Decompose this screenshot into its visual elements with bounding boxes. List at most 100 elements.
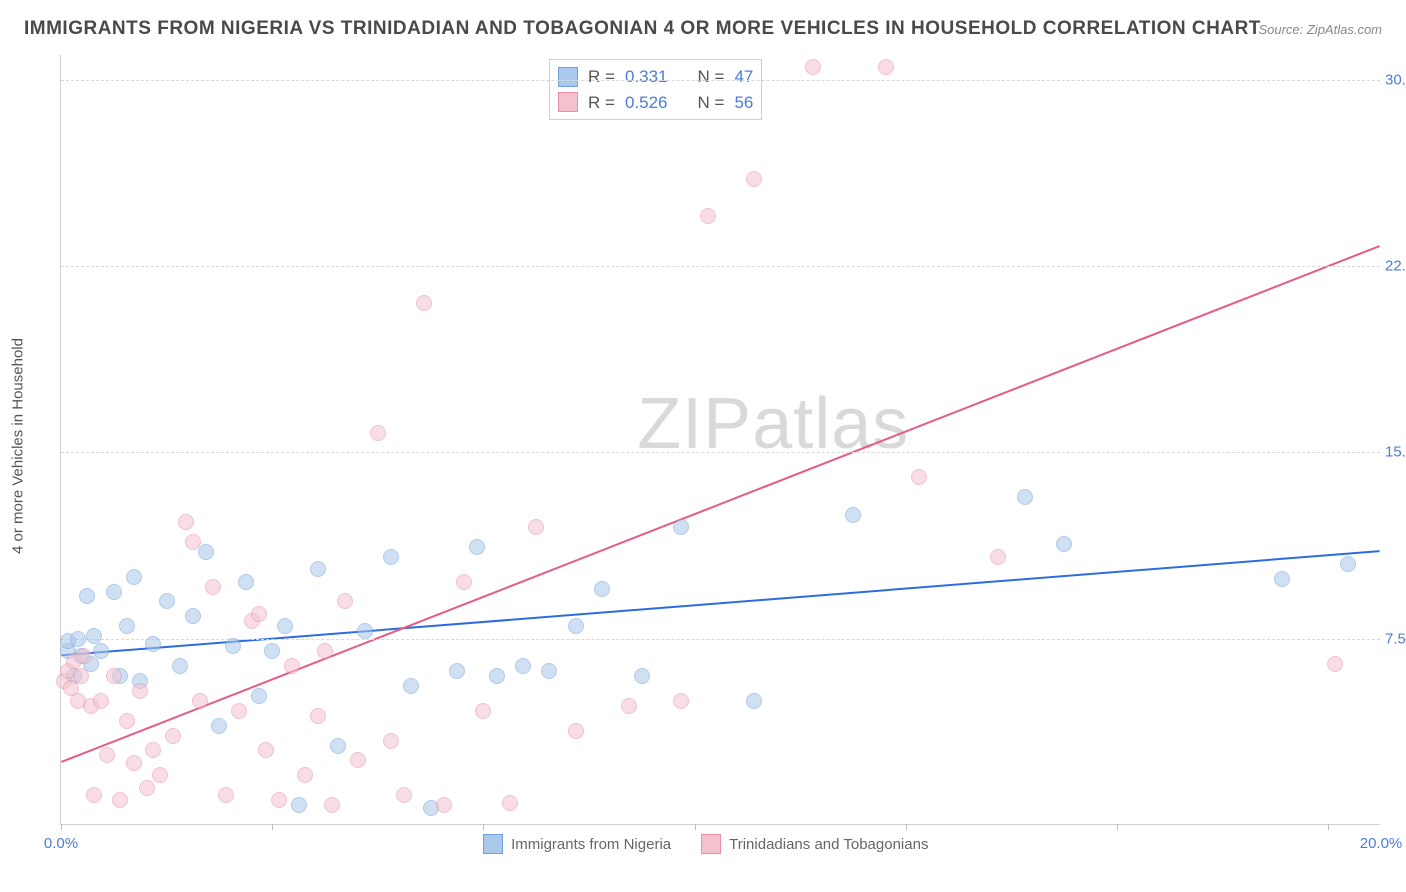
data-point [403,678,419,694]
x-tick-mark [1117,824,1118,830]
data-point [1340,556,1356,572]
data-point [93,643,109,659]
swatch-series-1 [558,67,578,87]
n-value-1: 47 [734,64,753,90]
data-point [310,561,326,577]
r-value-2: 0.526 [625,90,668,116]
data-point [911,469,927,485]
data-point [568,618,584,634]
data-point [310,708,326,724]
data-point [76,648,92,664]
data-point [357,623,373,639]
legend-item-2: Trinidadians and Tobagonians [701,834,928,854]
data-point [456,574,472,590]
data-point [383,549,399,565]
data-point [337,593,353,609]
data-point [469,539,485,555]
data-point [145,636,161,652]
data-point [1017,489,1033,505]
data-point [79,588,95,604]
gridline [61,452,1380,453]
data-point [152,767,168,783]
data-point [541,663,557,679]
data-point [126,569,142,585]
data-point [225,638,241,654]
data-point [211,718,227,734]
x-tick-mark [1328,824,1329,830]
y-tick-label: 30.0% [1385,71,1406,88]
data-point [317,643,333,659]
data-point [330,738,346,754]
x-tick-label: 0.0% [44,835,78,852]
legend-item-1: Immigrants from Nigeria [483,834,671,854]
data-point [990,549,1006,565]
data-point [106,584,122,600]
data-point [205,579,221,595]
gridline [61,80,1380,81]
y-tick-label: 15.0% [1385,444,1406,461]
data-point [70,631,86,647]
chart-title: IMMIGRANTS FROM NIGERIA VS TRINIDADIAN A… [24,18,1261,40]
data-point [159,593,175,609]
data-point [489,668,505,684]
data-point [231,703,247,719]
data-point [594,581,610,597]
data-point [277,618,293,634]
swatch-bottom-2 [701,834,721,854]
source-attribution: Source: ZipAtlas.com [1258,22,1382,37]
data-point [119,618,135,634]
data-point [178,514,194,530]
legend-stats-box: R = 0.331 N = 47 R = 0.526 N = 56 [549,59,762,120]
data-point [119,713,135,729]
data-point [416,295,432,311]
swatch-bottom-1 [483,834,503,854]
data-point [73,668,89,684]
data-point [126,755,142,771]
data-point [238,574,254,590]
bottom-legend: Immigrants from Nigeria Trinidadians and… [483,834,928,854]
legend-stats-row-2: R = 0.526 N = 56 [558,90,753,116]
data-point [192,693,208,709]
data-point [746,693,762,709]
r-value-1: 0.331 [625,64,668,90]
data-point [634,668,650,684]
data-point [198,544,214,560]
data-point [528,519,544,535]
data-point [185,534,201,550]
data-point [845,507,861,523]
data-point [258,742,274,758]
data-point [502,795,518,811]
y-tick-label: 7.5% [1385,630,1406,647]
data-point [805,59,821,75]
data-point [99,747,115,763]
legend-label-2: Trinidadians and Tobagonians [729,836,928,853]
data-point [449,663,465,679]
data-point [251,606,267,622]
data-point [700,208,716,224]
gridline [61,266,1380,267]
data-point [1056,536,1072,552]
y-tick-label: 22.5% [1385,258,1406,275]
swatch-series-2 [558,92,578,112]
data-point [165,728,181,744]
data-point [383,733,399,749]
legend-stats-row-1: R = 0.331 N = 47 [558,64,753,90]
data-point [370,425,386,441]
data-point [86,787,102,803]
data-point [112,792,128,808]
data-point [185,608,201,624]
legend-label-1: Immigrants from Nigeria [511,836,671,853]
data-point [1327,656,1343,672]
data-point [436,797,452,813]
data-point [264,643,280,659]
trend-lines [61,55,1380,824]
gridline [61,639,1380,640]
data-point [673,693,689,709]
data-point [746,171,762,187]
x-tick-mark [61,824,62,830]
data-point [251,688,267,704]
data-point [139,780,155,796]
x-tick-mark [272,824,273,830]
data-point [291,797,307,813]
data-point [106,668,122,684]
